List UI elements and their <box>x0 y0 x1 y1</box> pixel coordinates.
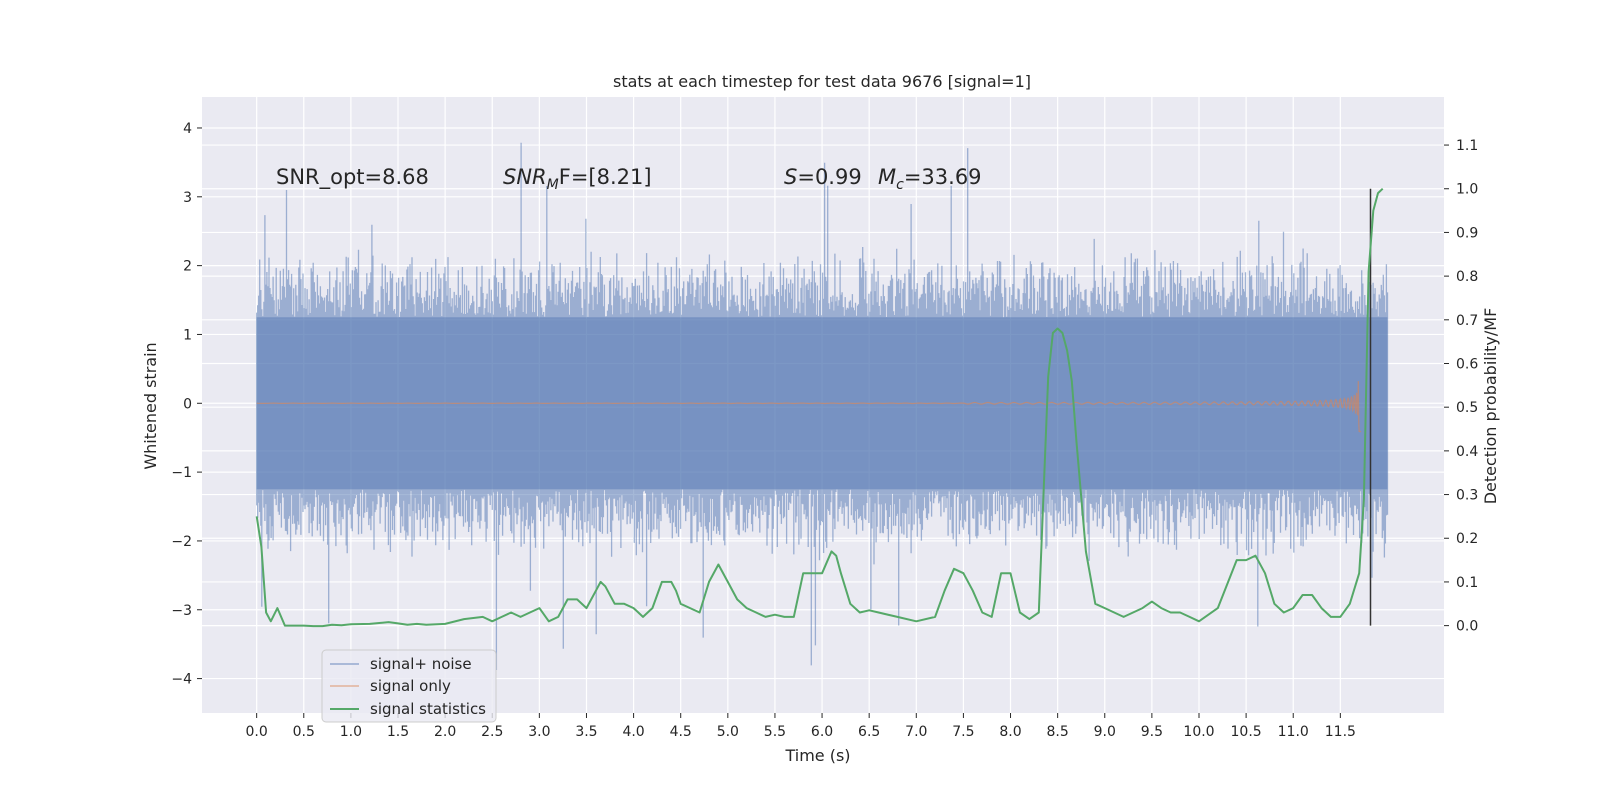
y2-axis-label: Detection probability/MF <box>1481 308 1500 505</box>
signal-trace <box>256 381 1362 433</box>
legend-label-noise: signal+ noise <box>370 655 472 673</box>
x-tick-label: 8.0 <box>999 724 1021 740</box>
x-tick-label: 10.0 <box>1183 724 1214 740</box>
y2-tick-label: 0.2 <box>1456 531 1478 547</box>
signal-only-series <box>256 381 1362 433</box>
x-tick-label: 0.5 <box>293 724 315 740</box>
y-tick-label: 3 <box>183 190 192 206</box>
y2-tick-label: 1.1 <box>1456 138 1478 154</box>
y2-tick-label: 0.0 <box>1456 619 1478 635</box>
y-tick-label: −4 <box>171 672 192 688</box>
annotation-snr-opt: SNR_opt=8.68 <box>276 165 429 190</box>
y-tick-label: 1 <box>183 327 192 343</box>
y2-tick-label: 0.9 <box>1456 225 1478 241</box>
y2-tick-label: 1.0 <box>1456 182 1478 198</box>
y-tick-label: 0 <box>183 396 192 412</box>
x-tick-label: 6.0 <box>811 724 833 740</box>
x-tick-label: 7.0 <box>905 724 927 740</box>
y-tick-label: −2 <box>171 534 192 550</box>
x-tick-label: 4.0 <box>622 724 644 740</box>
signal-statistics-series <box>255 187 1384 628</box>
statistics-line <box>255 187 1384 628</box>
x-tick-label: 11.5 <box>1325 724 1356 740</box>
y2-tick-label: 0.6 <box>1456 356 1478 372</box>
y2-tick-label: 0.1 <box>1456 575 1478 591</box>
x-tick-label: 2.0 <box>434 724 456 740</box>
y2-tick-label: 0.8 <box>1456 269 1478 285</box>
legend-box <box>321 649 497 723</box>
x-tick-label: 8.5 <box>1047 724 1069 740</box>
x-tick-label: 10.5 <box>1231 724 1262 740</box>
x-tick-label: 7.5 <box>952 724 974 740</box>
x-tick-label: 9.5 <box>1141 724 1163 740</box>
y2-tick-label: 0.4 <box>1456 444 1478 460</box>
y2-tick-label: 0.3 <box>1456 488 1478 504</box>
y-tick-label: 2 <box>183 259 192 275</box>
x-axis-ticks: 0.0 0.5 1.0 1.5 2.0 2.5 3.0 3.5 4.0 4.5 5.0 5.5 6.0 6… <box>246 713 1356 740</box>
x-tick-label: 2.5 <box>481 724 503 740</box>
legend: signal+ noise signal only signal statist… <box>321 649 497 723</box>
y-tick-label: 4 <box>183 121 192 137</box>
x-tick-label: 0.0 <box>246 724 268 740</box>
x-tick-label: 6.5 <box>858 724 880 740</box>
x-axis-label: Time (s) <box>784 746 850 765</box>
x-tick-label: 9.0 <box>1094 724 1116 740</box>
y-tick-label: −1 <box>171 465 192 481</box>
y-tick-label: −3 <box>171 603 192 619</box>
x-tick-label: 5.0 <box>717 724 739 740</box>
y2-axis-ticks: 0.0 0.1 0.2 0.3 0.4 0.5 0.6 0.7 0.8 0.9 1.0 1.1 <box>1444 138 1478 635</box>
x-tick-label: 3.0 <box>528 724 550 740</box>
annotation-s: S=0.99 <box>784 165 862 189</box>
x-tick-label: 1.5 <box>387 724 409 740</box>
x-tick-label: 4.5 <box>670 724 692 740</box>
y-axis-label: Whitened strain <box>141 342 160 469</box>
y2-tick-label: 0.7 <box>1456 313 1478 329</box>
x-tick-label: 1.0 <box>340 724 362 740</box>
x-tick-label: 3.5 <box>575 724 597 740</box>
x-tick-label: 5.5 <box>764 724 786 740</box>
annotations: SNR_opt=8.68 SNRMF=[8.21] S=0.99 Mc=33.6… <box>276 165 982 193</box>
legend-label-signal: signal only <box>370 677 451 695</box>
y-axis-ticks: −4 −3 −2 −1 0 1 2 3 4 <box>171 121 202 688</box>
x-tick-label: 11.0 <box>1278 724 1309 740</box>
legend-label-stats: signal statistics <box>370 700 486 718</box>
annotation-mc: Mc=33.69 <box>878 165 982 193</box>
chart-title: stats at each timestep for test data 967… <box>613 72 1031 91</box>
y2-tick-label: 0.5 <box>1456 400 1478 416</box>
annotation-snr-mf: SNRMF=[8.21] <box>503 165 652 193</box>
